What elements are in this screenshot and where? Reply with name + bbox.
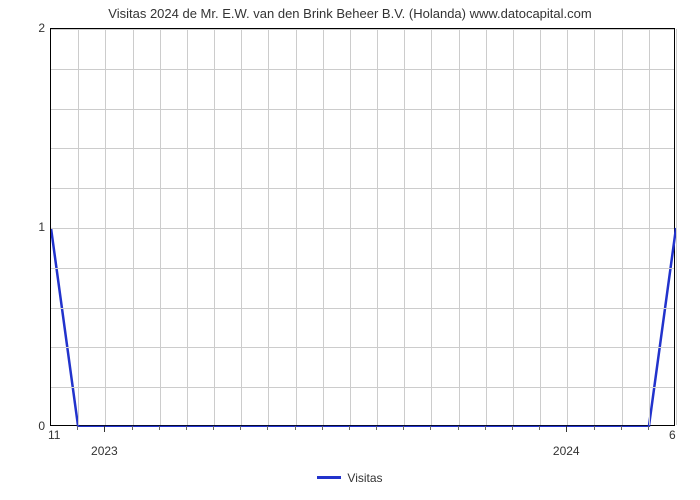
grid-line-v — [567, 29, 568, 425]
y-tick-label: 2 — [5, 21, 45, 35]
grid-line-h — [51, 347, 674, 348]
grid-line-v — [133, 29, 134, 425]
x-tick — [104, 426, 105, 432]
plot-area — [50, 28, 675, 426]
grid-line-v — [377, 29, 378, 425]
grid-line-v — [594, 29, 595, 425]
legend-item: Visitas — [317, 471, 382, 485]
grid-line-v — [214, 29, 215, 425]
x-major-label: 2023 — [91, 444, 118, 458]
x-tick-minor — [159, 426, 160, 430]
x-corner-right: 6 — [669, 428, 676, 442]
x-tick-minor — [349, 426, 350, 430]
x-corner-left: 11 — [48, 428, 60, 442]
grid-line-h — [51, 308, 674, 309]
x-tick-minor — [267, 426, 268, 430]
grid-line-v — [649, 29, 650, 425]
grid-line-h — [51, 188, 674, 189]
x-tick-minor — [186, 426, 187, 430]
grid-line-h — [51, 29, 674, 30]
x-tick-minor — [621, 426, 622, 430]
grid-line-h — [51, 268, 674, 269]
grid-line-v — [404, 29, 405, 425]
grid-line-v — [241, 29, 242, 425]
grid-line-v — [486, 29, 487, 425]
legend: Visitas — [0, 466, 700, 485]
grid-line-v — [431, 29, 432, 425]
grid-line-v — [513, 29, 514, 425]
grid-line-v — [350, 29, 351, 425]
grid-line-v — [622, 29, 623, 425]
x-tick-minor — [132, 426, 133, 430]
grid-line-h — [51, 387, 674, 388]
grid-line-v — [78, 29, 79, 425]
x-tick-minor — [295, 426, 296, 430]
y-tick-label: 1 — [5, 220, 45, 234]
x-tick-minor — [512, 426, 513, 430]
grid-line-v — [268, 29, 269, 425]
x-tick-minor — [77, 426, 78, 430]
grid-line-v — [676, 29, 677, 425]
line-chart: Visitas 2024 de Mr. E.W. van den Brink B… — [0, 0, 700, 500]
x-tick-minor — [240, 426, 241, 430]
grid-line-h — [51, 69, 674, 70]
grid-line-v — [459, 29, 460, 425]
grid-line-h — [51, 109, 674, 110]
x-tick-minor — [648, 426, 649, 430]
x-tick-minor — [594, 426, 595, 430]
y-tick-label: 0 — [5, 419, 45, 433]
x-tick-minor — [376, 426, 377, 430]
x-tick-minor — [403, 426, 404, 430]
x-tick-minor — [485, 426, 486, 430]
x-tick-minor — [430, 426, 431, 430]
x-tick-minor — [213, 426, 214, 430]
x-tick-minor — [322, 426, 323, 430]
grid-line-v — [160, 29, 161, 425]
grid-line-v — [296, 29, 297, 425]
data-polyline — [51, 228, 676, 427]
grid-line-v — [187, 29, 188, 425]
grid-line-v — [540, 29, 541, 425]
grid-line-v — [323, 29, 324, 425]
grid-line-h — [51, 148, 674, 149]
chart-title: Visitas 2024 de Mr. E.W. van den Brink B… — [0, 6, 700, 21]
x-major-label: 2024 — [553, 444, 580, 458]
grid-line-v — [105, 29, 106, 425]
x-tick — [566, 426, 567, 432]
legend-label: Visitas — [347, 471, 382, 485]
grid-line-h — [51, 228, 674, 229]
legend-swatch — [317, 476, 341, 479]
x-tick-minor — [539, 426, 540, 430]
x-tick-minor — [458, 426, 459, 430]
